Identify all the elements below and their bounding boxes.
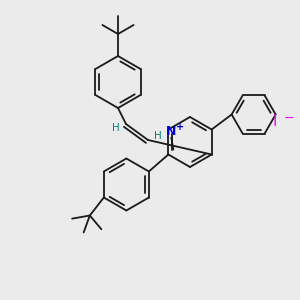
Text: −: − [284, 112, 295, 124]
Text: +: + [176, 122, 184, 133]
Text: N: N [166, 125, 176, 138]
Text: H: H [112, 123, 120, 133]
Text: H: H [154, 131, 162, 141]
Text: I: I [272, 115, 277, 130]
